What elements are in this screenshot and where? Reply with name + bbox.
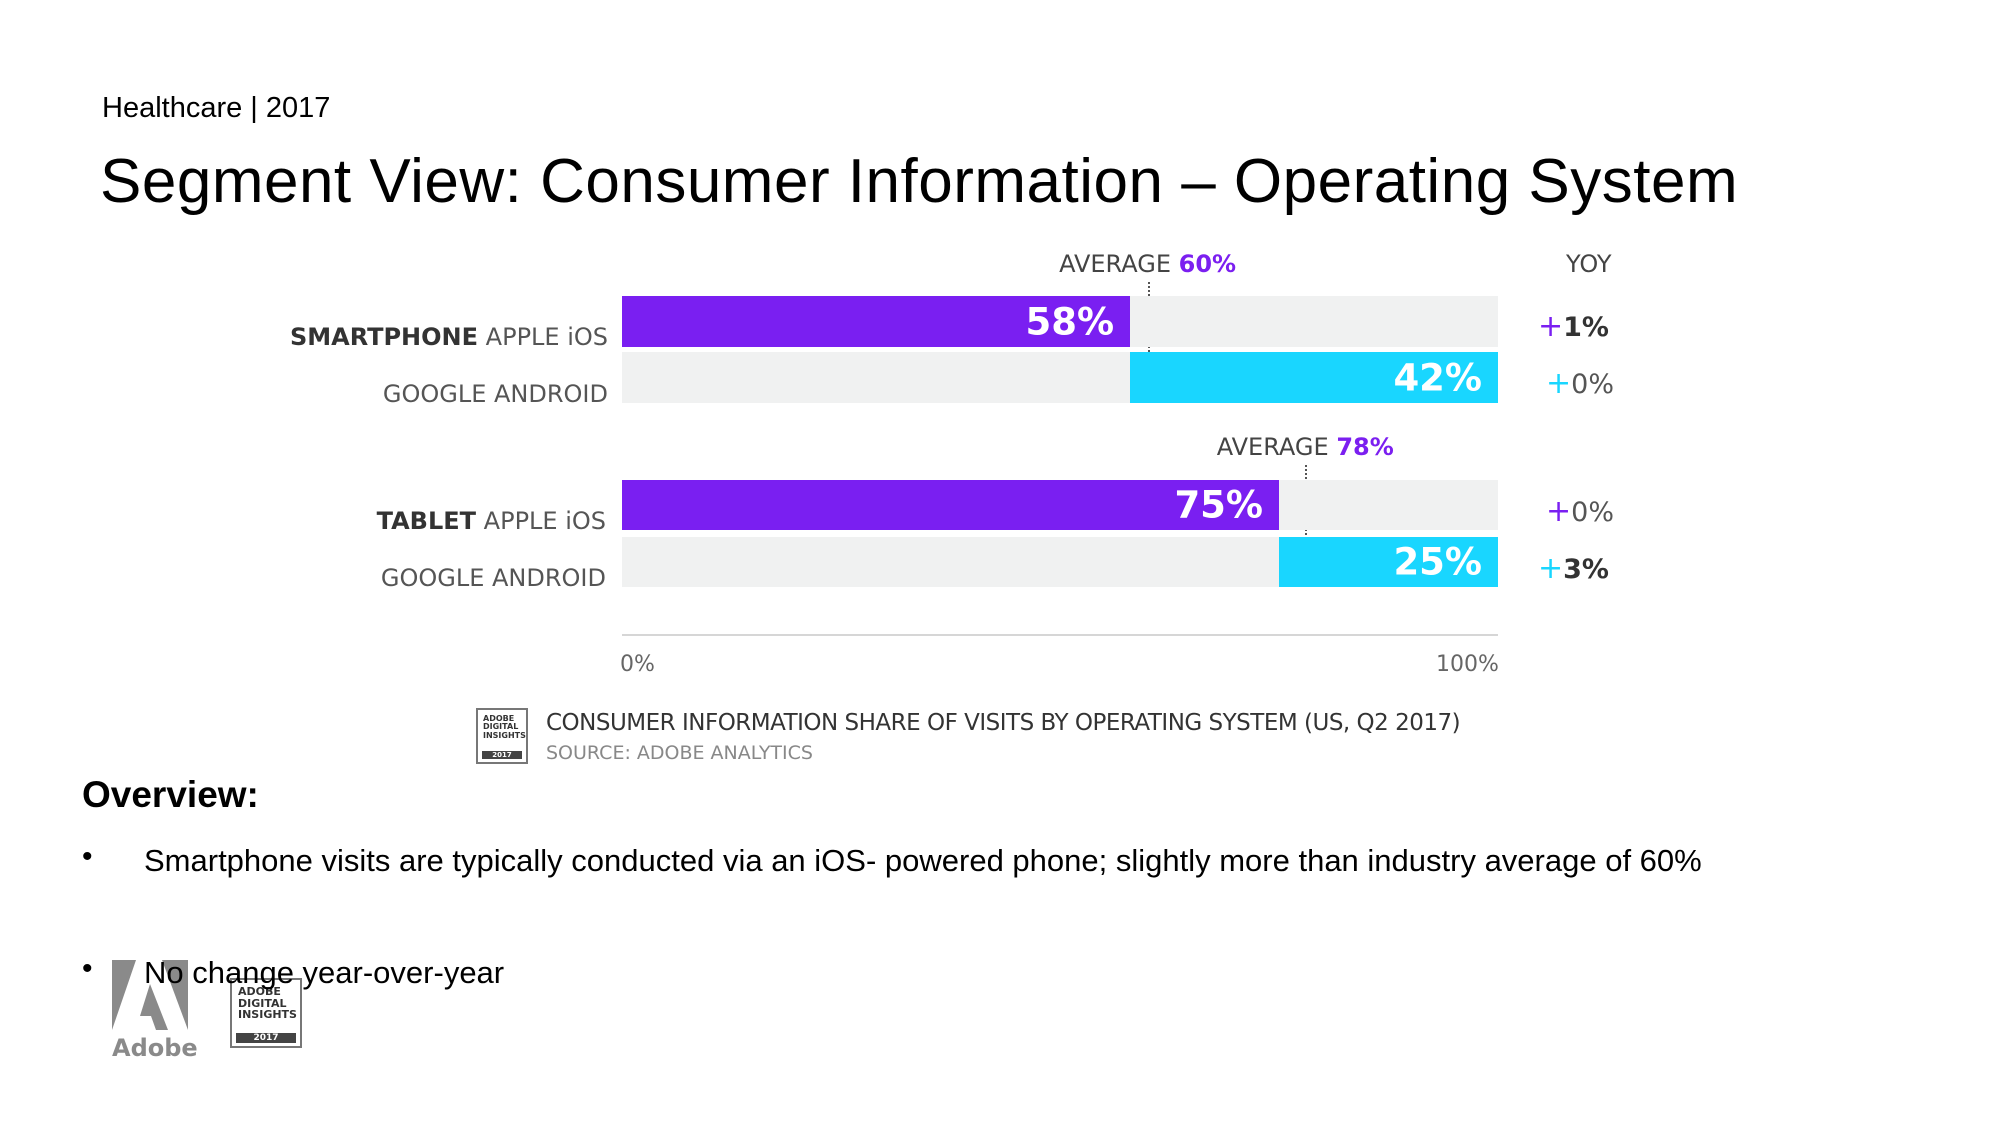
os-label: GOOGLE ANDROID [382,380,608,408]
average-label-text: AVERAGE [1216,433,1329,461]
bar-track-smartphone-ios: 58% [622,296,1498,347]
page-title: Segment View: Consumer Information – Ope… [100,147,1739,216]
breadcrumb: Healthcare | 2017 [102,92,331,124]
bar-value-label: 75% [1174,483,1263,527]
bar-track-tablet-ios: 75% [622,480,1498,530]
yoy-value: 3% [1563,554,1609,585]
row-label-smartphone-android: GOOGLE ANDROID [383,380,608,408]
badge-year: 2017 [236,1033,296,1043]
segment-label: TABLET [376,507,477,535]
badge-year: 2017 [482,751,522,759]
yoy-value: 1% [1563,312,1609,343]
bar-value-label: 25% [1393,540,1482,584]
overview-bullet-2: No change year-over-year [144,955,505,990]
row-label-tablet-ios: TABLET APPLE iOS [377,507,606,535]
overview-heading: Overview: [82,774,259,815]
bullet-marker: • [82,840,93,873]
segment-label: SMARTPHONE [289,323,479,351]
badge-line: ADOBE [238,985,281,998]
x-tick-max: 100% [1436,652,1499,677]
yoy-sign: + [1546,366,1572,401]
os-label: APPLE iOS [483,507,606,535]
adobe-digital-insights-badge-small: ADOBE DIGITAL INSIGHTS 2017 [476,708,528,764]
yoy-tablet-ios: +0% [1546,494,1614,529]
adobe-wordmark: Adobe [112,1034,198,1062]
average-value: 78% [1336,433,1394,461]
chart-source: SOURCE: ADOBE ANALYTICS [546,742,813,764]
x-axis-line [622,634,1498,636]
bar-track-tablet-android: 25% [622,537,1498,587]
yoy-sign: + [1538,309,1564,344]
adobe-digital-insights-badge: ADOBE DIGITAL INSIGHTS 2017 [230,978,302,1048]
badge-line: INSIGHTS [238,1008,297,1022]
bullet-marker: • [82,952,93,985]
yoy-sign: + [1546,494,1572,529]
yoy-smartphone-android: +0% [1546,366,1614,401]
badge-line: DIGITAL [238,996,287,1010]
yoy-tablet-android: +3% [1538,551,1609,586]
x-tick-min: 0% [620,652,655,677]
adobe-logo-icon [112,960,188,1030]
badge-line: INSIGHTS [483,730,526,740]
bar-tablet-android: 25% [1279,537,1498,587]
bar-tablet-ios: 75% [622,480,1279,530]
os-label: GOOGLE ANDROID [380,564,606,592]
chart-caption: CONSUMER INFORMATION SHARE OF VISITS BY … [546,710,1461,736]
average-value: 60% [1178,250,1237,278]
average-label-text: AVERAGE [1059,250,1172,278]
badge-line: DIGITAL [483,722,519,732]
badge-line: ADOBE [483,714,515,723]
yoy-smartphone-ios: +1% [1538,309,1609,344]
row-label-tablet-android: GOOGLE ANDROID [381,564,606,592]
average-label-tablet: AVERAGE 78% [1217,433,1394,461]
yoy-value: 0% [1571,497,1614,528]
bar-smartphone-ios: 58% [622,296,1131,347]
yoy-header: YOY [1566,250,1612,278]
bar-value-label: 58% [1025,300,1115,343]
os-label: APPLE iOS [485,323,608,351]
bar-smartphone-android: 42% [1130,352,1498,403]
average-label-smartphone: AVERAGE 60% [1059,250,1236,278]
yoy-value: 0% [1571,369,1614,400]
row-label-smartphone-ios: SMARTPHONE APPLE iOS [290,323,608,351]
yoy-sign: + [1538,551,1564,586]
overview-bullet-1: Smartphone visits are typically conducte… [144,843,1702,878]
bar-value-label: 42% [1393,356,1482,399]
bar-track-smartphone-android: 42% [622,352,1498,403]
